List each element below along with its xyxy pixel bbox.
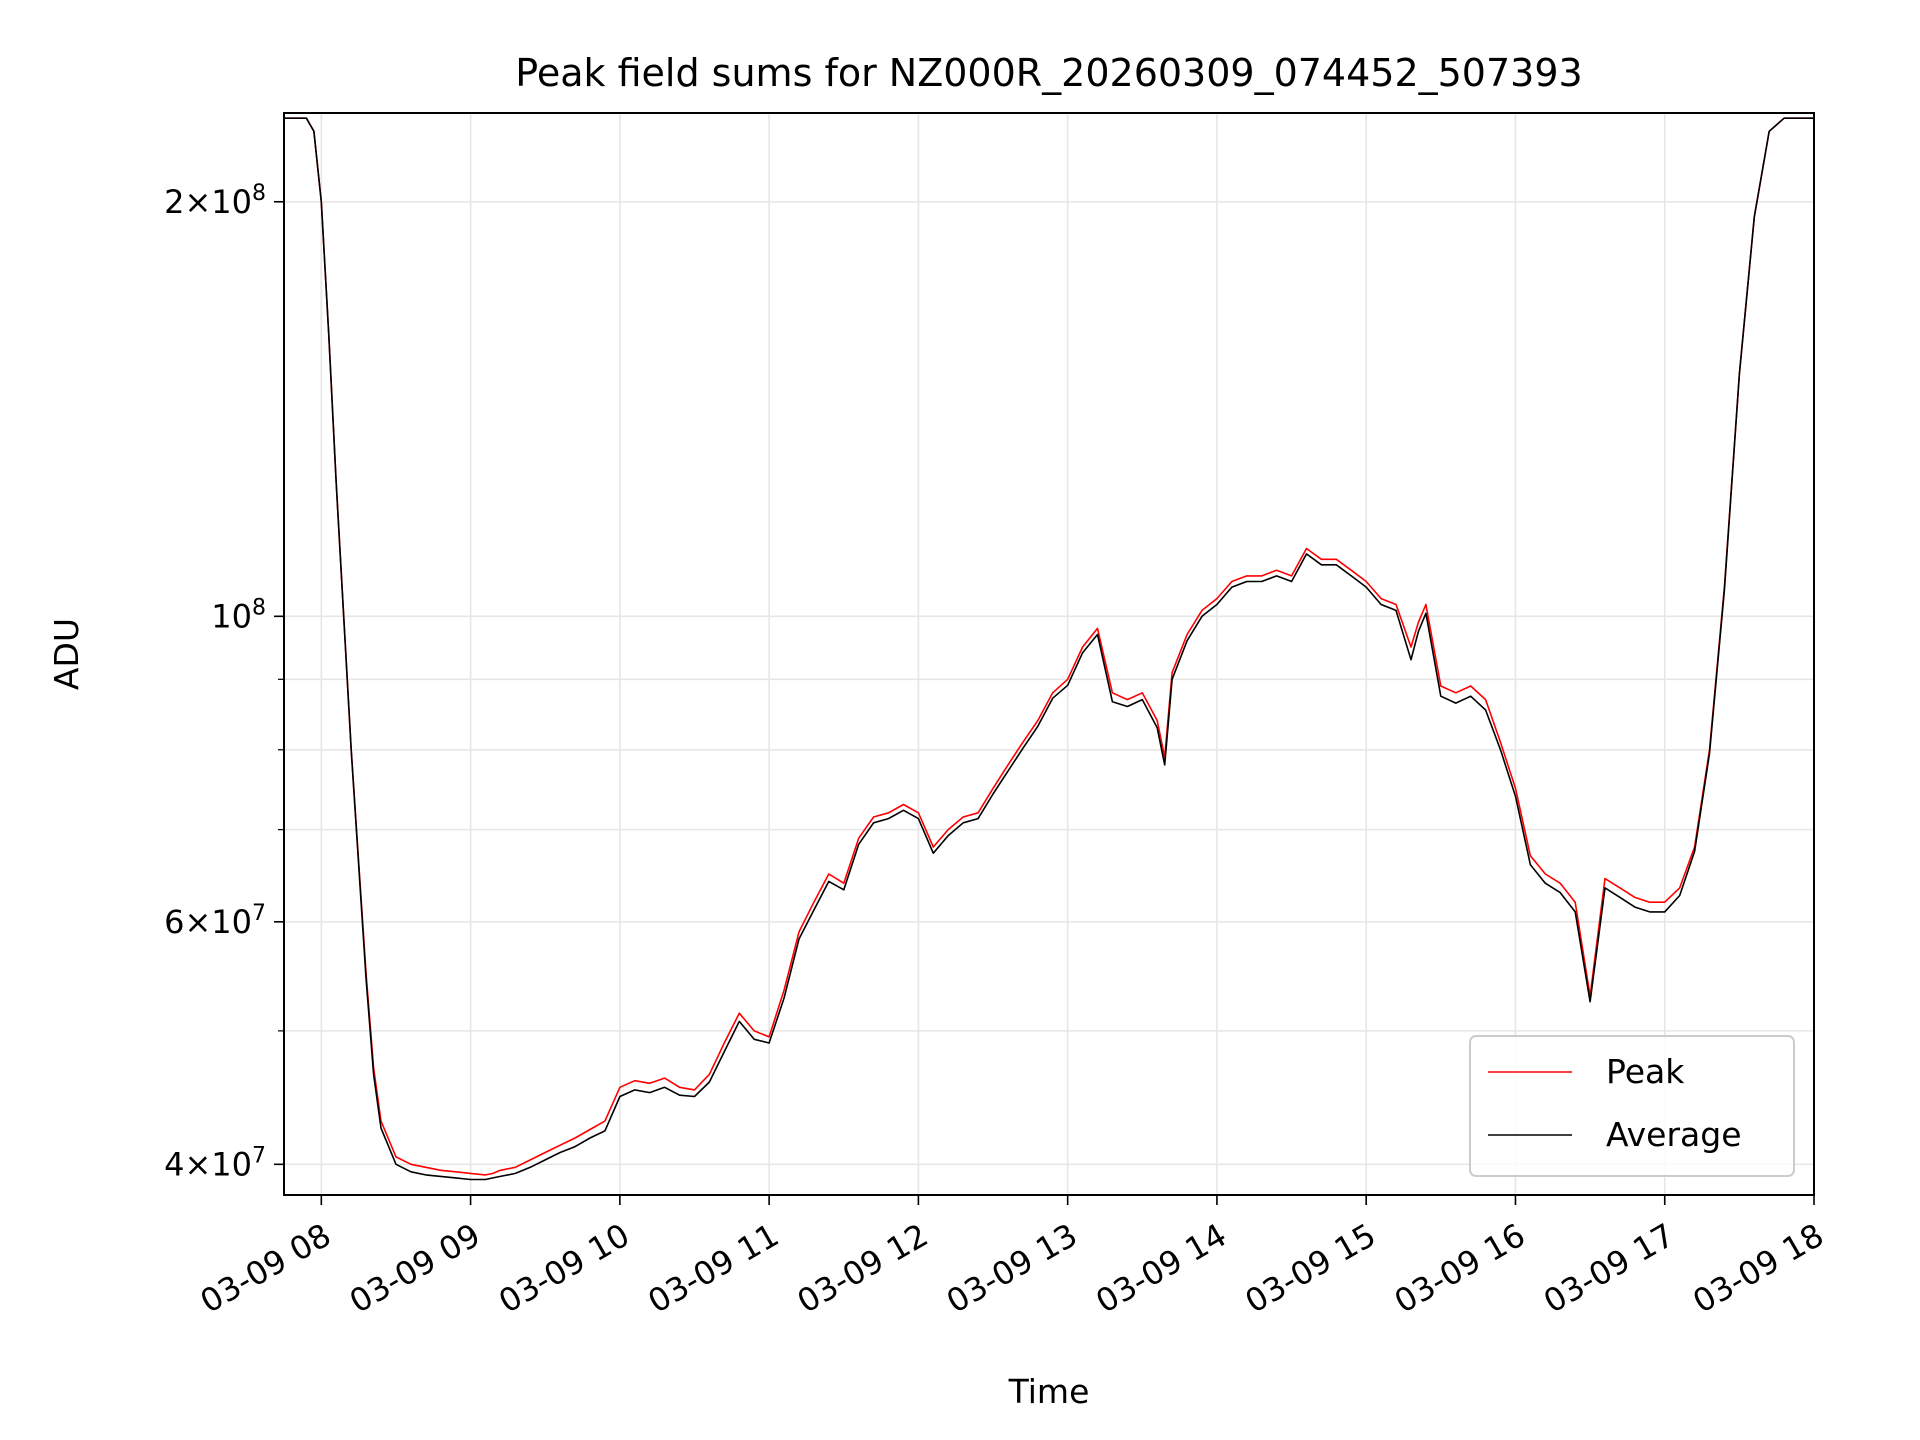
legend-label-average: Average (1606, 1115, 1742, 1154)
series-line-average (284, 117, 1814, 1181)
chart-title: Peak field sums for NZ000R_20260309_0744… (515, 51, 1582, 95)
series-line-peak (284, 117, 1814, 1176)
legend-box (1469, 1035, 1795, 1177)
plot-frame (283, 112, 1815, 1196)
legend-label-peak: Peak (1606, 1052, 1685, 1091)
y-tick-label: 2×108 (164, 181, 266, 221)
y-axis: 4×107 6×107 108 2×108 (164, 181, 284, 1183)
y-tick-label: 6×107 (164, 901, 266, 941)
legend: Peak Average (1469, 1035, 1795, 1177)
y-tick-label: 4×107 (164, 1143, 266, 1183)
x-axis-label: Time (1008, 1372, 1090, 1411)
plot-series (284, 117, 1814, 1181)
y-axis-label: ADU (47, 618, 86, 690)
y-tick-label: 108 (211, 595, 266, 635)
